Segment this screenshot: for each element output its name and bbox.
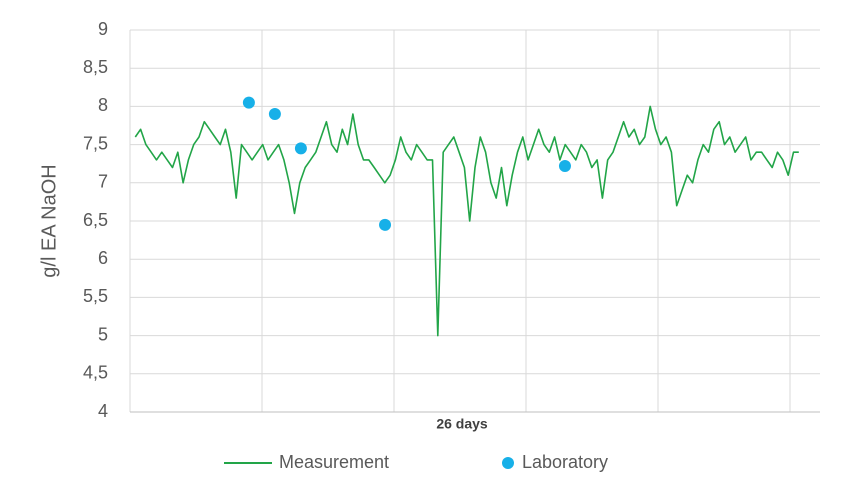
laboratory-point [558,159,571,172]
laboratory-point [242,96,255,109]
legend-label: Laboratory [522,452,608,472]
legend-label: Measurement [279,452,389,472]
measurement-line [134,105,799,337]
y-axis-title: g/l EA NaOH [38,164,60,277]
laboratory-point [379,218,392,231]
y-tick-label: 6 [98,248,108,268]
y-tick-label: 8 [98,95,108,115]
y-tick-label: 4,5 [83,363,108,383]
legend-swatch [502,457,514,469]
y-tick-label: 4 [98,401,108,421]
y-tick-label: 5,5 [83,286,108,306]
y-tick-label: 6,5 [83,210,108,230]
y-tick-label: 9 [98,19,108,39]
y-tick-label: 5 [98,324,108,344]
y-tick-label: 7 [98,172,108,192]
laboratory-point [268,108,281,121]
y-tick-label: 8,5 [83,57,108,77]
x-axis-title: 26 days [436,416,488,432]
laboratory-point [294,142,307,155]
y-tick-label: 7,5 [83,133,108,153]
